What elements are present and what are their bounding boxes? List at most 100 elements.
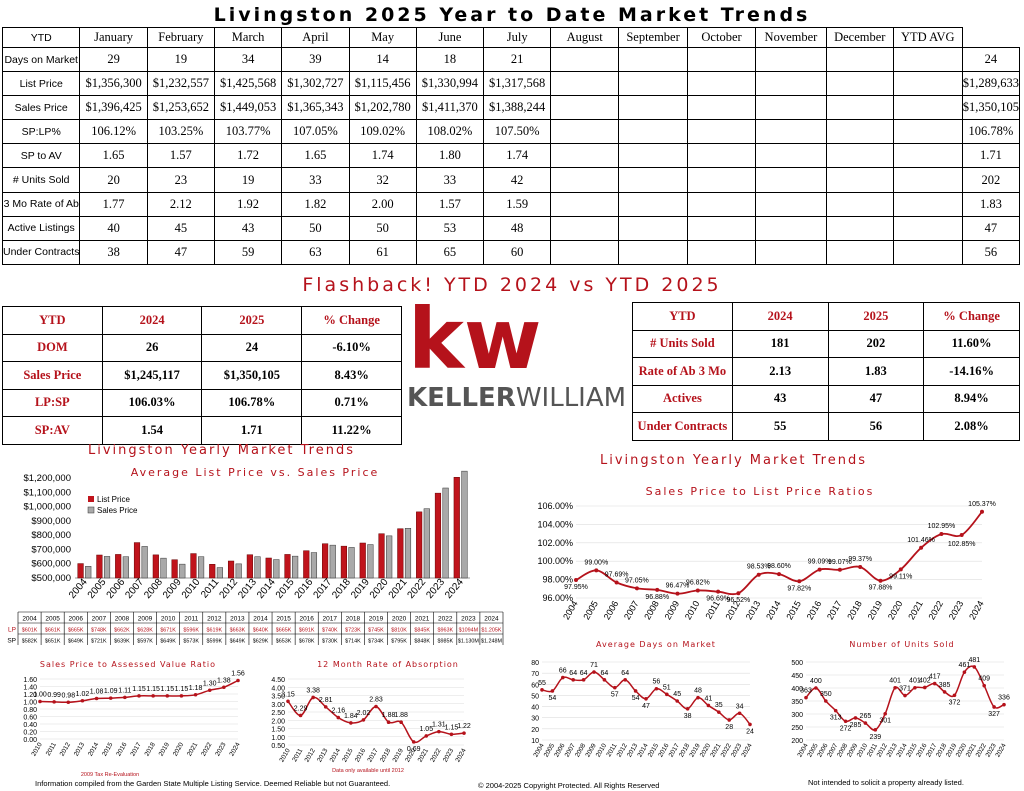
x-tick-label: 2013 [236,577,259,601]
chart-title: Average List Price vs. Sales Price [131,466,380,479]
data-label: 47 [642,703,650,710]
data-label: 409 [978,676,990,683]
data-point [137,694,141,698]
compare-row-label: Rate of Ab 3 Mo [632,357,733,386]
x-tick-label: 2019 [158,741,171,757]
ytd-cell: $1,365,343 [281,95,350,121]
x-tick-label: 2012 [59,741,72,757]
ytd-cell [687,119,757,145]
data-point [602,678,607,682]
ytd-cell [825,167,894,193]
y-tick-label: 3.00 [271,702,285,709]
yearly-trends-title-left: Livingston Yearly Market Trends [88,443,355,458]
data-label: 400 [810,678,822,685]
data-label: 371 [899,686,911,693]
ytd-cell: $1,253,652 [146,95,215,121]
data-label: 1.56 [231,671,245,678]
ytd-avg-cell: $1,350,105 [961,95,1021,121]
flashback-title: Flashback! YTD 2024 vs YTD 2025 [302,274,722,296]
table-value: $629K [253,639,269,645]
ytd-header-cell: November [755,27,827,48]
data-label: 363 [800,688,812,695]
x-tick-label: 2024 [443,577,466,601]
ytd-cell [687,71,757,97]
data-label: 45 [673,691,681,698]
data-point [980,509,984,514]
compare-cell: 0.71% [301,388,402,417]
x-tick-label: 2013 [316,747,329,763]
ytd-cell: $1,202,780 [348,95,417,121]
y-tick-label: 2.50 [271,710,285,717]
data-label: 1.31 [432,722,446,729]
ytd-cell [687,95,757,121]
compare-cell: 8.94% [923,384,1020,413]
y-tick-label: $1,100,000 [23,487,71,498]
footer-copyright: © 2004-2025 Copyright Protected. All Rig… [478,781,660,790]
x-tick-label: 2014 [329,747,342,763]
data-point [939,532,944,537]
x-tick-label: 2022 [200,741,213,757]
ytd-row-label: SP:LP% [1,119,81,145]
ytd-cell: 34 [213,46,283,73]
y-tick-label: 1.00 [271,735,285,742]
data-point [654,686,659,691]
list-price-bar [152,554,159,579]
compare-cell: 24 [201,333,303,362]
y-tick-label: 0.20 [23,730,37,737]
ytd-header-cell: September [618,27,689,48]
ytd-cell [825,191,894,217]
ytd-row: List Price $1,356,300 $1,232,557 $1,425,568… [1,71,1021,97]
compare-header-cell: 2024 [731,302,829,331]
data-point [858,564,863,569]
compare-header-cell: 2024 [101,306,203,335]
table-year: 2009 [138,616,153,623]
compare-cell: 43 [731,384,829,413]
compare-row: # Units Sold 181 202 11.60% [632,329,1020,358]
list-price-bar [322,543,329,579]
data-label: 57 [611,692,619,699]
y-tick-label: 3.50 [271,694,285,701]
ytd-cell: 21 [483,46,552,73]
data-label: 102.95% [928,523,956,530]
data-label: 51 [663,684,671,691]
compare-cell: 1.83 [827,357,925,386]
data-label: 64 [621,670,629,677]
x-tick-label: 2019 [349,577,372,601]
y-tick-label: 1.20 [23,692,37,699]
table-year: 2011 [184,616,198,623]
x-tick-label: 2015 [274,577,297,601]
data-label: 1.02 [76,691,90,698]
ytd-header-cell: January [79,27,148,48]
legend-list-label: List Price [97,495,130,504]
table-value: $678K [299,639,315,645]
data-point [716,589,721,594]
data-point [80,698,85,703]
ytd-cell [755,143,827,169]
x-tick-label: 2009 [161,577,184,601]
x-tick-label: 2017 [129,741,142,757]
data-point [878,578,883,583]
ytd-cell: $1,317,568 [483,71,552,97]
ytd-cell: 107.05% [281,119,350,145]
data-point [633,689,638,693]
sales-price-bar [103,556,111,579]
y-tick-label: 106.00% [537,501,573,511]
ytd-cell: 1.65 [281,143,350,169]
ytd-cell [618,46,689,73]
ytd-row: Under Contracts 38 47 59 63 61 65 60 56 [1,239,1021,265]
data-label: 64 [569,670,577,677]
x-tick-label: 2019 [866,599,885,621]
y-tick-label: 450 [791,673,803,680]
data-label: 1.15 [160,686,174,693]
data-label: 96.52% [727,597,751,604]
ytd-cell: 39 [281,46,350,73]
data-label: 1.08 [90,689,104,696]
y-tick-label: 4.50 [271,677,285,684]
x-tick-label: 2014 [255,577,278,601]
data-label: 97.69% [605,571,629,578]
ytd-cell [550,191,620,217]
ytd-cell [892,215,963,241]
list-price-bar [77,563,84,579]
ytd-cell: 108.02% [415,119,485,145]
sales-price-bar [216,567,223,579]
